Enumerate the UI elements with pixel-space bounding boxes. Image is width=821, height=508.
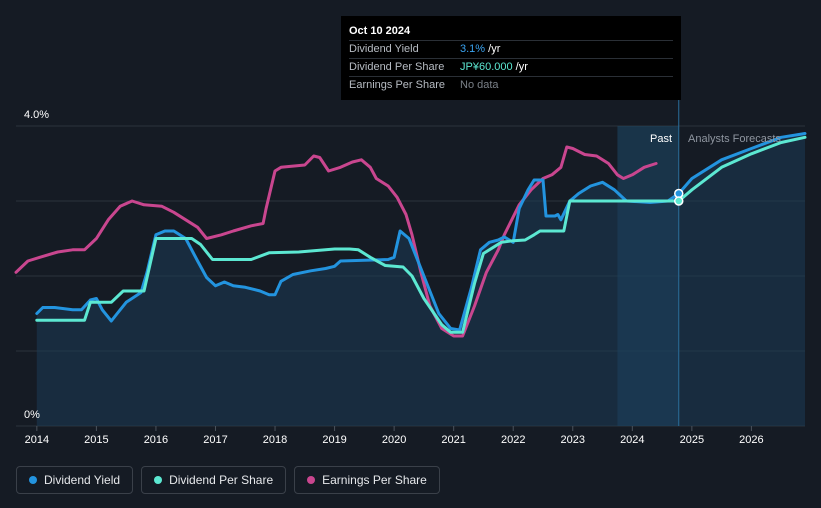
legend-item-dividend-yield[interactable]: Dividend Yield [16,466,134,494]
x-tick-label: 2022 [501,434,525,446]
x-tick-label: 2021 [441,434,465,446]
x-axis-ticks: 2014 2015 2016 2017 2018 2019 2020 2021 2022 2023… [25,426,764,446]
series-lines [14,132,807,338]
y-tick-label-bottom: 0% [24,409,40,421]
tooltip-label: Earnings Per Share [349,79,445,91]
tooltip-value: 3.1% /yr [460,41,500,58]
dividend-yield-line [35,132,807,332]
legend: Dividend Yield Dividend Per Share Earnin… [16,466,440,494]
x-tick-label: 2019 [322,434,346,446]
dividend-yield-area [36,133,806,426]
tooltip-label: Dividend Yield [349,43,419,55]
earnings-per-share-line [14,145,658,338]
x-tick-label: 2016 [144,434,168,446]
tooltip-value: JP¥60.000 /yr [460,59,528,76]
x-tick-label: 2015 [84,434,108,446]
tooltip-date: Oct 10 2024 [349,25,411,37]
tooltip: Oct 10 2024 Dividend Yield 3.1% /yr Divi… [341,16,681,100]
legend-item-dividend-per-share[interactable]: Dividend Per Share [141,466,287,494]
legend-label: Dividend Yield [44,473,121,487]
x-tick-label: 2018 [263,434,287,446]
x-tick-label: 2017 [203,434,227,446]
x-tick-label: 2026 [739,434,763,446]
hover-markers [674,188,684,206]
x-tick-label: 2023 [561,434,585,446]
x-tick-label: 2024 [620,434,644,446]
legend-dot-icon [307,476,316,484]
x-tick-label: 2020 [382,434,406,446]
forecast-label: Analysts Forecasts [688,133,781,145]
area-fills [36,133,806,426]
tooltip-row-earnings-per-share: Earnings Per Share No data [349,76,673,94]
tooltip-row-dividend-per-share: Dividend Per Share JP¥60.000 /yr [349,58,673,76]
legend-dot-icon [29,476,37,484]
dividend-per-share-line [35,135,807,334]
tooltip-row-dividend-yield: Dividend Yield 3.1% /yr [349,40,673,58]
x-tick-label: 2014 [25,434,49,446]
past-label: Past [650,133,672,145]
legend-dot-icon [154,476,163,484]
legend-item-earnings-per-share[interactable]: Earnings Per Share [294,466,440,494]
dividend-per-share-marker [674,196,684,206]
tooltip-value-unit: /yr [512,61,528,73]
tooltip-label: Dividend Per Share [349,61,445,73]
y-tick-label-top: 4.0% [24,109,49,121]
tooltip-value-number: 3.1% [460,43,486,55]
tooltip-value-unit: /yr [485,43,501,55]
tooltip-value-nodata: No data [460,79,499,91]
legend-label: Dividend Per Share [169,473,274,487]
x-tick-label: 2025 [680,434,704,446]
tooltip-value-number: JP¥60.000 [460,61,513,73]
legend-label: Earnings Per Share [322,473,427,487]
